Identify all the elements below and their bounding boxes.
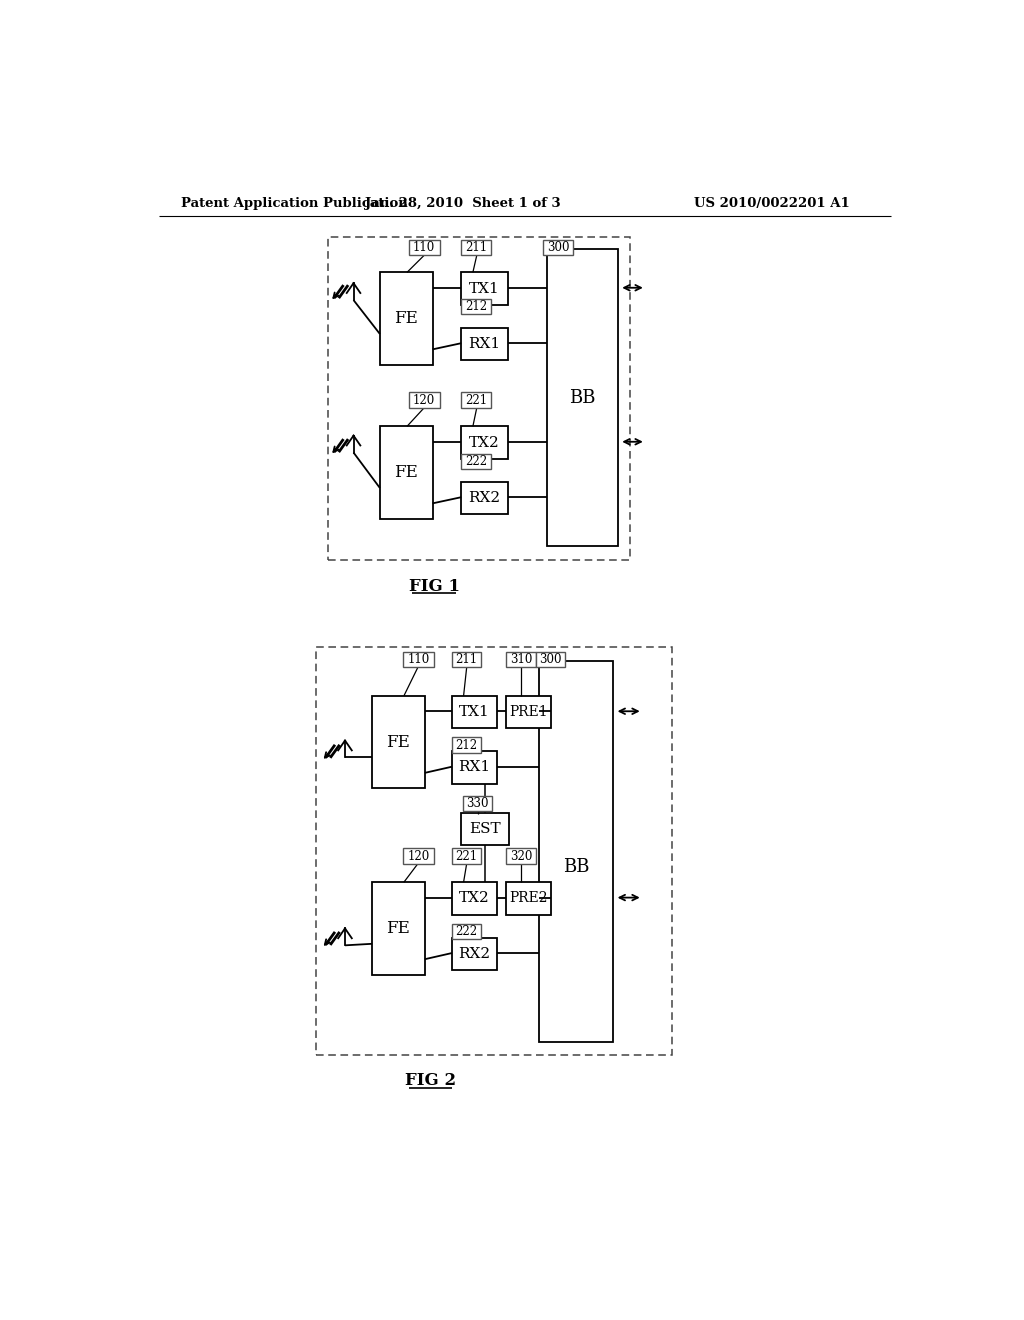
Text: EST: EST xyxy=(469,822,501,836)
Bar xyxy=(536,652,565,668)
Text: 212: 212 xyxy=(465,300,487,313)
Text: Patent Application Publication: Patent Application Publication xyxy=(180,197,408,210)
Bar xyxy=(452,849,481,863)
Text: Jan. 28, 2010  Sheet 1 of 3: Jan. 28, 2010 Sheet 1 of 3 xyxy=(365,197,560,210)
Text: 110: 110 xyxy=(408,653,430,667)
Bar xyxy=(463,796,493,812)
Text: RX1: RX1 xyxy=(468,337,501,351)
Bar xyxy=(461,327,508,360)
Bar xyxy=(461,813,509,845)
Bar xyxy=(461,392,490,408)
Bar xyxy=(461,298,490,314)
Text: 120: 120 xyxy=(413,393,435,407)
Bar xyxy=(372,882,425,974)
Text: RX1: RX1 xyxy=(459,760,490,775)
Bar xyxy=(328,238,630,561)
Text: TX2: TX2 xyxy=(459,891,489,906)
Text: FE: FE xyxy=(386,734,411,751)
Text: PRE1: PRE1 xyxy=(509,705,548,719)
Bar xyxy=(372,696,425,788)
Bar xyxy=(409,392,439,408)
Text: TX2: TX2 xyxy=(469,436,500,450)
Bar xyxy=(452,937,497,970)
Bar xyxy=(461,482,508,515)
Bar xyxy=(452,924,481,940)
Bar xyxy=(315,647,672,1056)
Text: 310: 310 xyxy=(510,653,532,667)
Text: 212: 212 xyxy=(456,739,478,751)
Text: PRE2: PRE2 xyxy=(509,891,548,906)
Text: RX2: RX2 xyxy=(459,946,490,961)
Bar xyxy=(544,240,572,256)
Text: 300: 300 xyxy=(539,653,561,667)
Text: FE: FE xyxy=(394,465,418,480)
Text: TX1: TX1 xyxy=(469,281,500,296)
Text: US 2010/0022201 A1: US 2010/0022201 A1 xyxy=(693,197,850,210)
Bar xyxy=(452,696,497,729)
Bar xyxy=(461,426,508,459)
Text: FIG 2: FIG 2 xyxy=(404,1072,456,1089)
Bar xyxy=(380,426,432,519)
Text: TX1: TX1 xyxy=(459,705,489,719)
Text: 221: 221 xyxy=(456,850,478,862)
Bar xyxy=(506,696,551,729)
Text: 222: 222 xyxy=(465,455,487,469)
Text: 320: 320 xyxy=(510,850,532,862)
Bar xyxy=(506,882,551,915)
Text: BB: BB xyxy=(563,858,589,875)
Bar xyxy=(452,652,481,668)
Bar xyxy=(452,738,481,752)
Bar xyxy=(380,272,432,364)
Bar xyxy=(461,272,508,305)
Text: 221: 221 xyxy=(465,393,487,407)
Text: 222: 222 xyxy=(456,925,478,939)
Bar xyxy=(547,249,617,546)
Text: RX2: RX2 xyxy=(468,491,501,506)
Text: 120: 120 xyxy=(408,850,430,862)
Bar xyxy=(461,454,490,470)
Bar xyxy=(506,652,536,668)
Bar xyxy=(403,652,434,668)
Text: 110: 110 xyxy=(413,242,435,255)
Text: FE: FE xyxy=(386,920,411,937)
Text: FE: FE xyxy=(394,310,418,327)
Bar xyxy=(506,849,536,863)
Bar xyxy=(403,849,434,863)
Text: 211: 211 xyxy=(456,653,478,667)
Text: FIG 1: FIG 1 xyxy=(409,578,460,595)
Bar xyxy=(409,240,439,256)
Bar xyxy=(452,882,497,915)
Bar xyxy=(461,240,490,256)
Text: BB: BB xyxy=(569,389,595,407)
Bar xyxy=(452,751,497,784)
Text: 330: 330 xyxy=(466,797,488,810)
Text: 211: 211 xyxy=(465,242,487,255)
Text: 300: 300 xyxy=(547,242,569,255)
Bar xyxy=(539,661,613,1041)
